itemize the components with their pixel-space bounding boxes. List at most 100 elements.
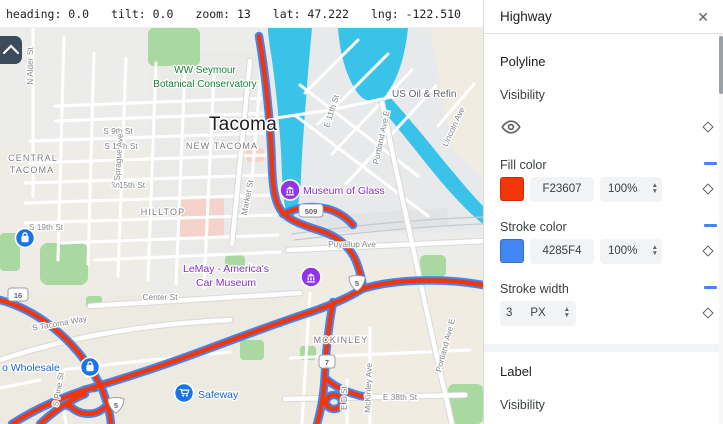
stroke-opacity-value[interactable]: 100% — [608, 245, 638, 257]
fill-color-row: F23607 100% ▲ ▼ — [500, 176, 723, 202]
map-pane: heading: 0.0 tilt: 0.0 zoom: 13 lat: 47.… — [0, 0, 483, 424]
stroke-opacity-input[interactable]: 100% ▲ ▼ — [600, 238, 662, 264]
stepper-up-icon[interactable]: ▲ — [651, 244, 658, 251]
poi-label-lemay-1[interactable]: LeMay - America's — [182, 262, 271, 277]
street-label-s9: S 9th St — [103, 126, 133, 136]
stepper-up-icon[interactable]: ▲ — [563, 306, 570, 313]
map-viewport[interactable]: 16 509 5 7 5 — [0, 28, 483, 424]
stroke-width-label-row: Stroke width — [500, 280, 723, 296]
inheritance-diamond-icon[interactable] — [702, 245, 714, 257]
map-roads-minor — [0, 28, 476, 424]
route-shield-509: 509 — [298, 203, 324, 218]
polyline-section-title: Polyline — [500, 54, 546, 69]
street-label-e-d: E D St — [339, 385, 349, 410]
street-label-puyallup: Puyallup Ave — [328, 239, 376, 249]
poi-label-us-oil[interactable]: US Oil & Refin — [391, 88, 458, 102]
fill-color-hex-input[interactable]: F23607 — [530, 176, 594, 202]
camera-heading-readout: heading: 0.0 — [6, 6, 90, 21]
poi-label-safeway[interactable]: Safeway — [197, 388, 241, 403]
pan-control[interactable] — [0, 36, 22, 64]
chevron-up-icon — [2, 44, 20, 55]
stroke-color-hex-input[interactable]: 4285F4 — [530, 238, 594, 264]
label-visibility-label-row: Visibility — [500, 396, 723, 412]
stroke-color-label-row: Stroke color — [500, 218, 723, 234]
street-label-n-alder: N Alder St — [25, 47, 35, 85]
route-shield-7: 7 — [318, 354, 336, 369]
route-shield-i5-label: 5 — [355, 279, 359, 288]
stroke-width-unit: PX — [530, 307, 546, 319]
stepper-down-icon[interactable]: ▼ — [563, 312, 570, 319]
highway-polylines — [0, 33, 483, 424]
section-divider — [484, 344, 723, 352]
override-dash-icon[interactable] — [704, 286, 717, 289]
camera-zoom-readout: zoom: 13 — [195, 6, 251, 21]
stroke-color-label: Stroke color — [500, 220, 567, 234]
polyline-visibility-label-row: Visibility — [500, 86, 723, 102]
museum-of-glass-poi-icon[interactable] — [279, 179, 301, 201]
override-dash-icon[interactable] — [704, 224, 717, 227]
fill-opacity-input[interactable]: 100% ▲ ▼ — [600, 176, 662, 202]
stroke-width-value[interactable]: 3 — [506, 307, 513, 319]
camera-readout-bar: heading: 0.0 tilt: 0.0 zoom: 13 lat: 47.… — [0, 0, 483, 28]
camera-lng-readout: lng: -122.510 — [370, 6, 461, 21]
inheritance-diamond-icon[interactable] — [702, 183, 714, 195]
neighborhood-central-1: CENTRAL — [8, 153, 58, 163]
label-section-title: Label — [500, 364, 532, 379]
route-shield-i5-south-label: 5 — [114, 401, 118, 410]
route-shield-16: 16 — [7, 287, 29, 302]
route-shield-i5: 5 — [348, 275, 366, 292]
inheritance-diamond-icon[interactable] — [702, 307, 714, 319]
stepper-down-icon[interactable]: ▼ — [651, 188, 658, 195]
stroke-width-label: Stroke width — [500, 282, 569, 296]
neighborhood-central-2: TACOMA — [10, 165, 54, 175]
override-dash-icon[interactable] — [704, 162, 717, 165]
stepper-up-icon[interactable]: ▲ — [651, 182, 658, 189]
shopping-poi-icon[interactable] — [14, 227, 36, 249]
fill-opacity-stepper[interactable]: ▲ ▼ — [651, 182, 658, 195]
street-label-mckinley-ave: McKinley Ave — [362, 363, 374, 413]
panel-scrollbar-thumb[interactable] — [719, 36, 723, 94]
poi-label-wholesale[interactable]: o Wholesale — [1, 361, 61, 376]
route-shield-16-label: 16 — [14, 291, 22, 300]
neighborhood-mckinley: MCKINLEY — [314, 335, 369, 345]
route-shield-509-label: 509 — [305, 207, 318, 216]
poi-label-conservatory-2[interactable]: Botanical Conservatory — [152, 78, 258, 92]
label-visibility-label: Visibility — [500, 398, 545, 412]
poi-label-lemay-2[interactable]: Car Museum — [195, 276, 258, 291]
wholesale-poi-icon[interactable] — [79, 356, 101, 378]
stroke-opacity-stepper[interactable]: ▲ ▼ — [651, 244, 658, 257]
poi-label-museum-of-glass[interactable]: Museum of Glass — [302, 184, 386, 199]
panel-scrollbar-track[interactable] — [719, 34, 723, 424]
stroke-color-swatch[interactable] — [500, 239, 524, 263]
panel-header: Highway ✕ — [484, 0, 723, 34]
city-label-tacoma: Tacoma — [209, 114, 277, 135]
panel-body: Polyline Visibility Fill color F23607 1 — [484, 34, 723, 424]
poi-label-conservatory-1[interactable]: WW Seymour — [173, 64, 238, 78]
fill-color-label-row: Fill color — [500, 156, 723, 172]
visibility-label: Visibility — [500, 88, 545, 102]
street-label-e38: E 38th St — [383, 392, 418, 402]
camera-lat-readout: lat: 47.222 — [272, 6, 349, 21]
visibility-eye-icon[interactable] — [500, 116, 522, 138]
stroke-width-stepper[interactable]: ▲ ▼ — [563, 306, 570, 319]
map-roads-major — [0, 57, 483, 424]
inheritance-diamond-icon[interactable] — [702, 121, 714, 133]
neighborhood-hilltop: HILLTOP — [141, 207, 185, 217]
street-label-s15: S 15th St — [111, 180, 146, 190]
fill-color-swatch[interactable] — [500, 177, 524, 201]
lemay-museum-poi-icon[interactable] — [300, 266, 322, 288]
stepper-down-icon[interactable]: ▼ — [651, 250, 658, 257]
safeway-cart-poi-icon[interactable] — [173, 382, 195, 404]
stroke-color-row: 4285F4 100% ▲ ▼ — [500, 238, 723, 264]
street-label-center: Center St — [142, 292, 178, 302]
map-canvas[interactable]: 16 509 5 7 5 — [0, 28, 483, 424]
route-shield-7-label: 7 — [325, 358, 329, 367]
stroke-width-row: 3 PX ▲ ▼ — [500, 300, 723, 326]
close-icon[interactable]: ✕ — [697, 8, 709, 25]
neighborhood-new-tacoma: NEW TACOMA — [186, 141, 258, 151]
route-shield-i5-south: 5 — [107, 397, 125, 414]
style-editor-panel: Highway ✕ Polyline Visibility Fill color — [483, 0, 723, 424]
stroke-width-input[interactable]: 3 PX ▲ ▼ — [500, 300, 576, 326]
fill-opacity-value[interactable]: 100% — [608, 183, 638, 195]
panel-title: Highway — [500, 9, 552, 24]
